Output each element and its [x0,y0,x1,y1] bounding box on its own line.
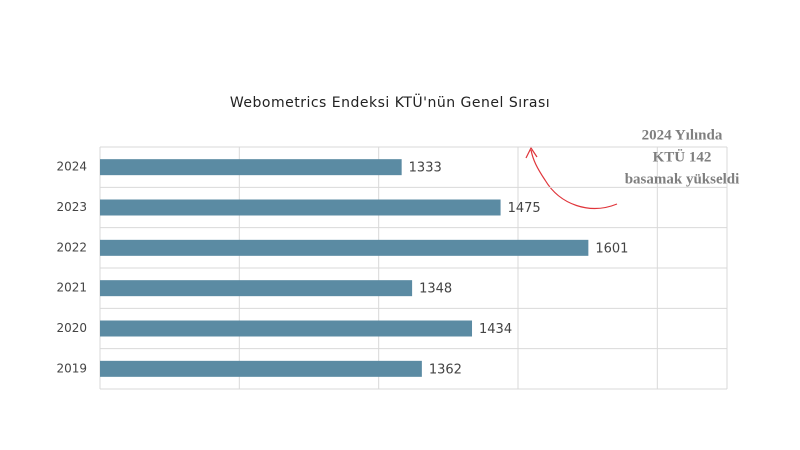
value-label: 1362 [429,362,462,377]
bar [100,360,422,377]
y-tick-label: 2024 [56,160,87,174]
y-tick-label: 2021 [56,281,87,295]
value-label: 1475 [508,201,541,216]
chart-title: Webometrics Endeksi KTÜ'nün Genel Sırası [230,93,550,111]
annotation-arrowhead [525,146,538,159]
annotation-text: 2024 Yılında [642,127,723,143]
bar [100,280,413,297]
bar [100,320,473,337]
value-label: 1333 [409,161,442,176]
y-tick-label: 2020 [56,321,87,335]
annotation-text: basamak yükseldi [625,171,740,187]
annotation-text: KTÜ 142 [653,148,712,165]
value-label: 1434 [479,322,512,337]
bar [100,159,402,176]
value-label: 1348 [419,282,452,297]
y-tick-label: 2019 [56,361,87,375]
annotation-arrow [530,149,618,209]
bar [100,199,501,216]
value-label: 1601 [595,241,628,256]
y-tick-label: 2023 [56,200,87,214]
y-tick-label: 2022 [56,240,87,254]
bar [100,239,589,256]
